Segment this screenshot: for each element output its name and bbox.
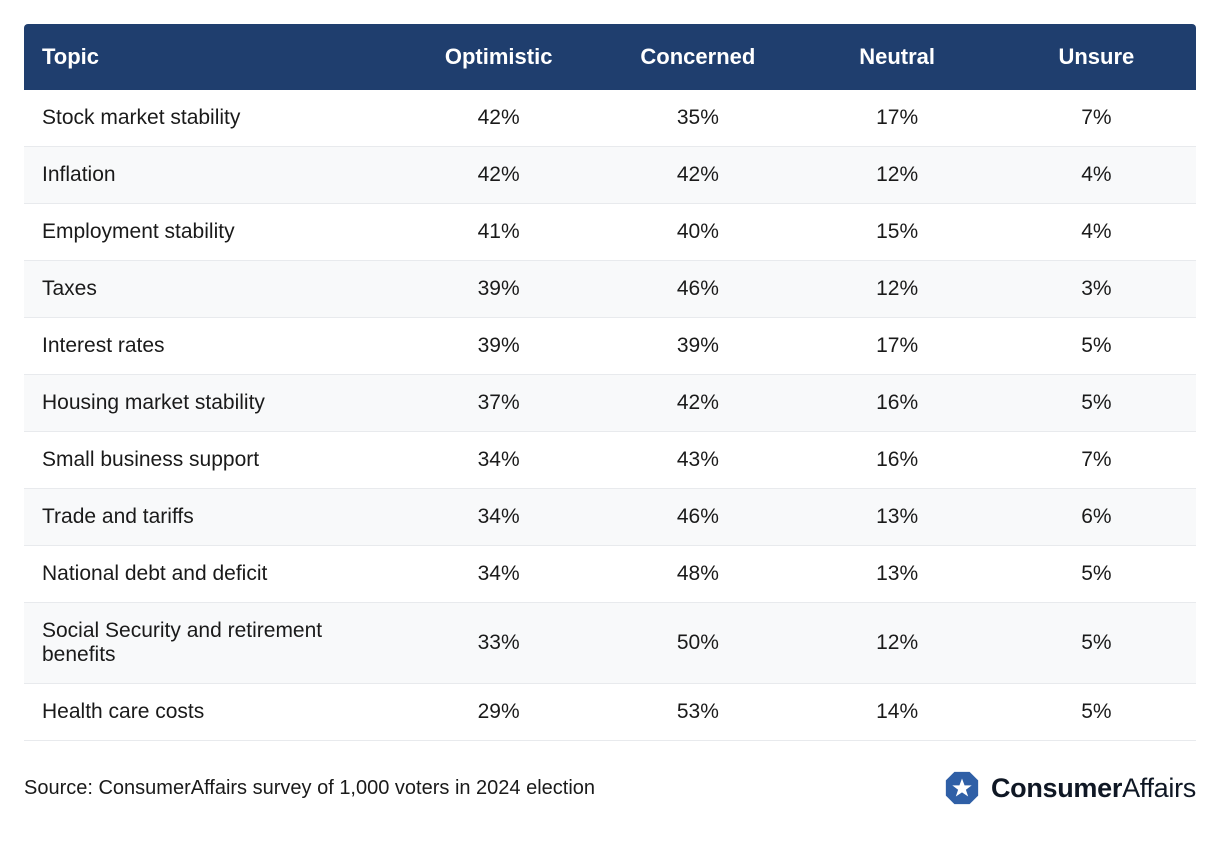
cell-neutral: 14%: [798, 684, 997, 741]
cell-topic: Housing market stability: [24, 375, 399, 432]
cell-concerned: 43%: [598, 432, 797, 489]
table-row: Taxes39%46%12%3%: [24, 261, 1196, 318]
cell-unsure: 4%: [997, 204, 1196, 261]
col-neutral: Neutral: [798, 24, 997, 90]
cell-topic: Stock market stability: [24, 90, 399, 147]
cell-neutral: 13%: [798, 489, 997, 546]
table-row: National debt and deficit34%48%13%5%: [24, 546, 1196, 603]
cell-optimistic: 39%: [399, 318, 598, 375]
cell-optimistic: 41%: [399, 204, 598, 261]
cell-optimistic: 29%: [399, 684, 598, 741]
cell-concerned: 48%: [598, 546, 797, 603]
cell-unsure: 5%: [997, 375, 1196, 432]
cell-unsure: 7%: [997, 90, 1196, 147]
col-optimistic: Optimistic: [399, 24, 598, 90]
cell-unsure: 5%: [997, 684, 1196, 741]
cell-topic: Trade and tariffs: [24, 489, 399, 546]
cell-unsure: 5%: [997, 318, 1196, 375]
cell-neutral: 12%: [798, 603, 997, 684]
col-concerned: Concerned: [598, 24, 797, 90]
table-row: Interest rates39%39%17%5%: [24, 318, 1196, 375]
cell-topic: Health care costs: [24, 684, 399, 741]
cell-optimistic: 34%: [399, 432, 598, 489]
cell-topic: Employment stability: [24, 204, 399, 261]
cell-topic: Small business support: [24, 432, 399, 489]
cell-neutral: 13%: [798, 546, 997, 603]
table-row: Trade and tariffs34%46%13%6%: [24, 489, 1196, 546]
brand-text-bold: Consumer: [991, 773, 1122, 803]
cell-concerned: 35%: [598, 90, 797, 147]
cell-concerned: 42%: [598, 375, 797, 432]
source-text: Source: ConsumerAffairs survey of 1,000 …: [24, 777, 595, 800]
cell-unsure: 5%: [997, 546, 1196, 603]
cell-optimistic: 42%: [399, 90, 598, 147]
cell-concerned: 40%: [598, 204, 797, 261]
cell-concerned: 50%: [598, 603, 797, 684]
brand-badge-icon: [943, 769, 981, 807]
col-unsure: Unsure: [997, 24, 1196, 90]
cell-unsure: 3%: [997, 261, 1196, 318]
brand-logo: ConsumerAffairs: [943, 769, 1196, 807]
footer: Source: ConsumerAffairs survey of 1,000 …: [24, 769, 1196, 807]
table-row: Social Security and retirement benefits3…: [24, 603, 1196, 684]
cell-optimistic: 34%: [399, 546, 598, 603]
cell-neutral: 12%: [798, 147, 997, 204]
col-topic: Topic: [24, 24, 399, 90]
table-row: Inflation42%42%12%4%: [24, 147, 1196, 204]
cell-neutral: 12%: [798, 261, 997, 318]
sentiment-table: Topic Optimistic Concerned Neutral Unsur…: [24, 24, 1196, 741]
cell-concerned: 46%: [598, 489, 797, 546]
cell-concerned: 42%: [598, 147, 797, 204]
cell-unsure: 4%: [997, 147, 1196, 204]
table-header-row: Topic Optimistic Concerned Neutral Unsur…: [24, 24, 1196, 90]
cell-concerned: 53%: [598, 684, 797, 741]
cell-topic: Social Security and retirement benefits: [24, 603, 399, 684]
cell-neutral: 17%: [798, 318, 997, 375]
brand-text-regular: Affairs: [1122, 773, 1196, 803]
cell-concerned: 39%: [598, 318, 797, 375]
cell-unsure: 6%: [997, 489, 1196, 546]
cell-optimistic: 33%: [399, 603, 598, 684]
table-body: Stock market stability42%35%17%7%Inflati…: [24, 90, 1196, 741]
cell-neutral: 15%: [798, 204, 997, 261]
cell-optimistic: 34%: [399, 489, 598, 546]
cell-neutral: 16%: [798, 432, 997, 489]
cell-topic: Interest rates: [24, 318, 399, 375]
cell-unsure: 7%: [997, 432, 1196, 489]
cell-neutral: 16%: [798, 375, 997, 432]
table-row: Stock market stability42%35%17%7%: [24, 90, 1196, 147]
table-row: Employment stability41%40%15%4%: [24, 204, 1196, 261]
table-row: Housing market stability37%42%16%5%: [24, 375, 1196, 432]
table-row: Small business support34%43%16%7%: [24, 432, 1196, 489]
cell-topic: Taxes: [24, 261, 399, 318]
cell-topic: Inflation: [24, 147, 399, 204]
cell-concerned: 46%: [598, 261, 797, 318]
cell-optimistic: 39%: [399, 261, 598, 318]
cell-neutral: 17%: [798, 90, 997, 147]
cell-topic: National debt and deficit: [24, 546, 399, 603]
table-row: Health care costs29%53%14%5%: [24, 684, 1196, 741]
cell-unsure: 5%: [997, 603, 1196, 684]
cell-optimistic: 42%: [399, 147, 598, 204]
brand-text: ConsumerAffairs: [991, 773, 1196, 804]
cell-optimistic: 37%: [399, 375, 598, 432]
